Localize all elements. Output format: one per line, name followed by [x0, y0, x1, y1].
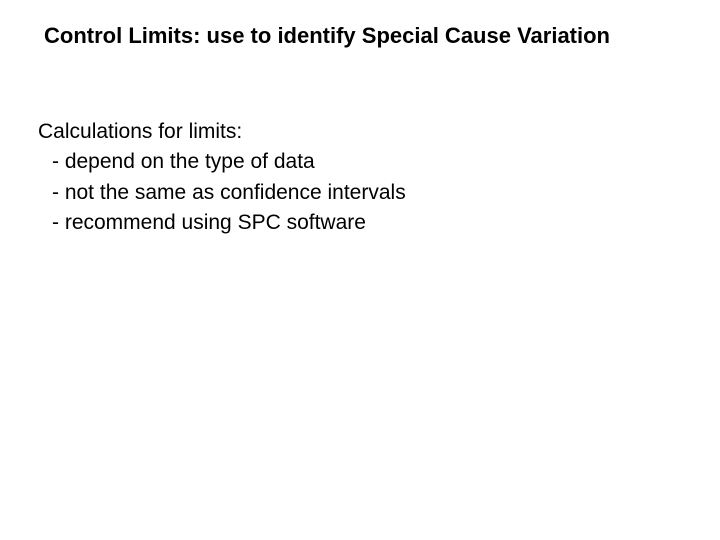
slide: Control Limits: use to identify Special … [0, 0, 720, 540]
body-item: - not the same as confidence intervals [38, 179, 680, 207]
slide-body: Calculations for limits: - depend on the… [38, 118, 680, 239]
body-item: - recommend using SPC software [38, 209, 680, 237]
body-lead: Calculations for limits: [38, 118, 680, 146]
slide-title: Control Limits: use to identify Special … [44, 22, 690, 51]
body-item: - depend on the type of data [38, 148, 680, 176]
